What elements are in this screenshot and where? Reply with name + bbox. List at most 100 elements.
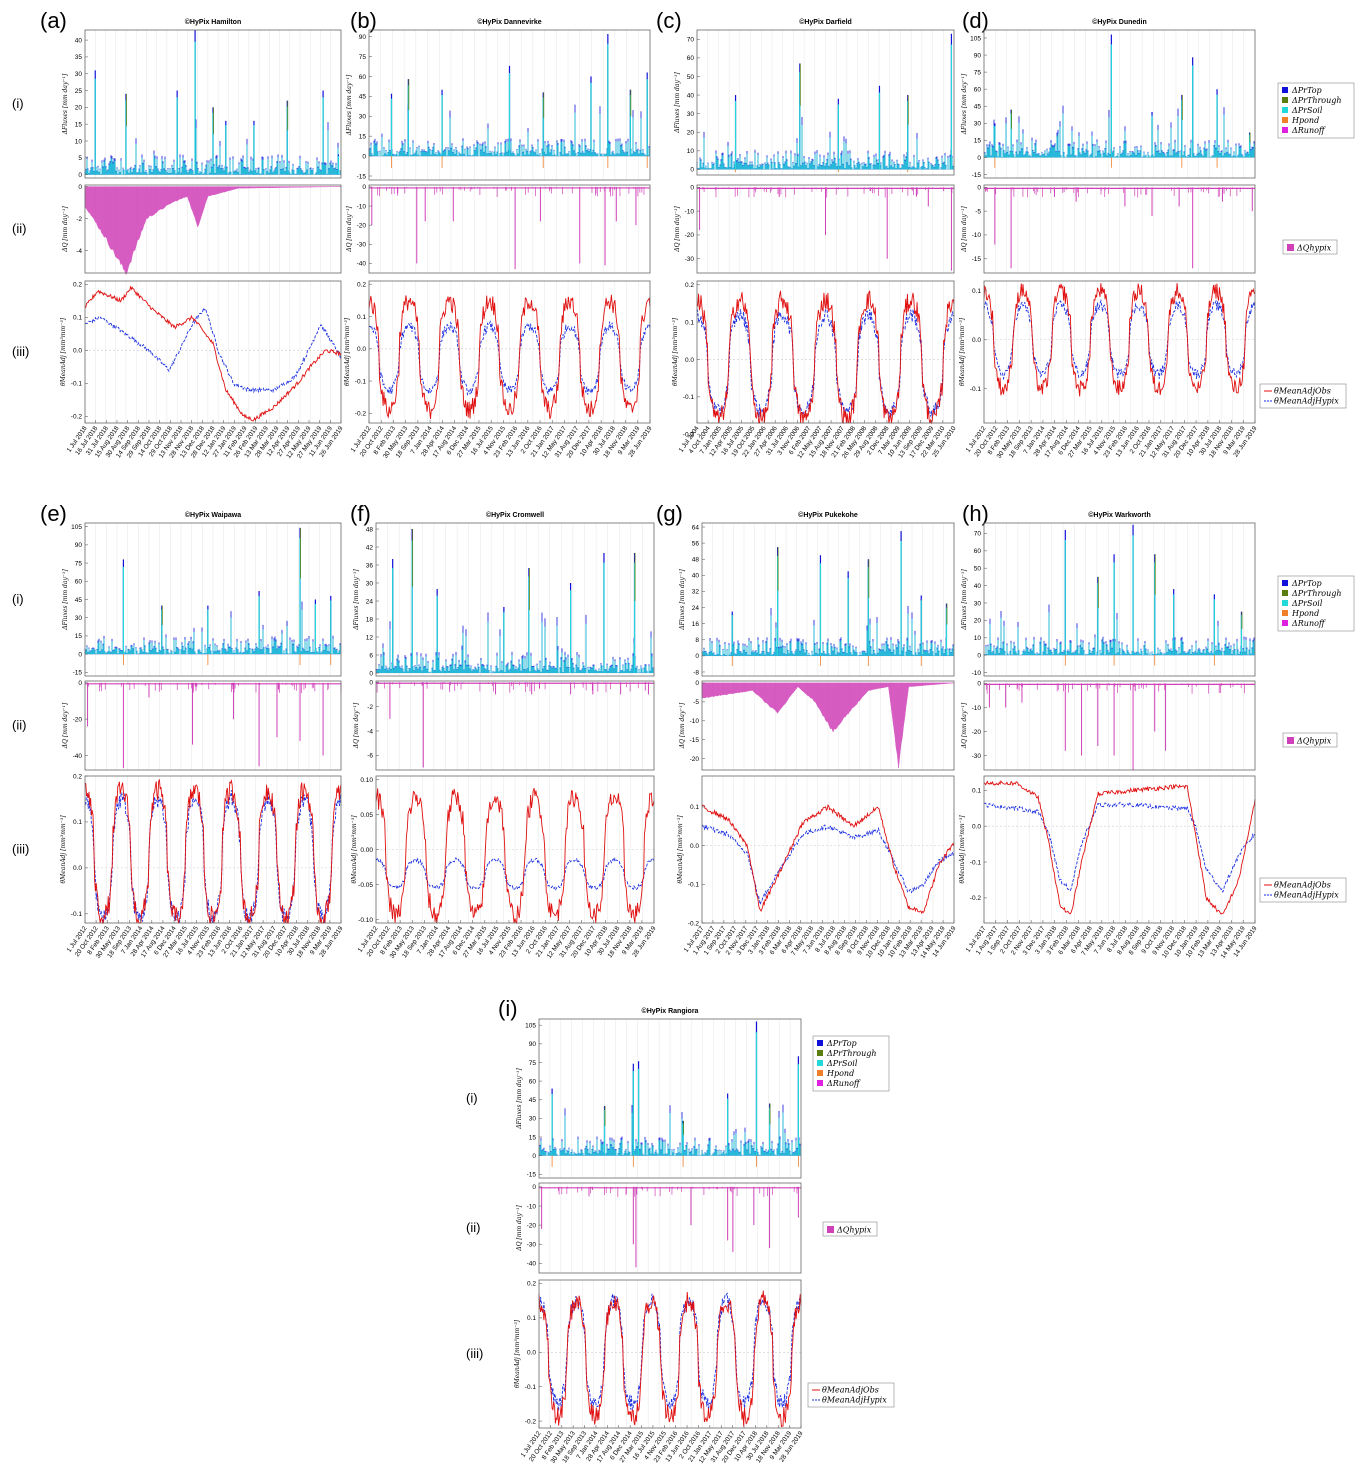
- y-tick-label: 35: [75, 54, 83, 61]
- y-tick-label: 0.1: [972, 288, 981, 295]
- y-tick-label: 0.2: [73, 773, 82, 780]
- y-tick-label: 15: [75, 121, 83, 128]
- y-tick-label: 0: [78, 651, 82, 658]
- y-tick-label: 0.0: [73, 348, 82, 355]
- y-tick-label: 0: [690, 185, 694, 192]
- y-tick-label: -0.1: [355, 378, 367, 385]
- theta-obs-line: [368, 294, 651, 420]
- y-tick-label: 45: [75, 597, 83, 604]
- y-tick-label: 15: [974, 138, 982, 145]
- theta-axis-label: θMeanAdj [mm³mm⁻³]: [60, 815, 67, 884]
- y-tick-label: 0.0: [685, 357, 694, 364]
- y-tick-label: -4: [76, 248, 82, 255]
- row-label: (iii): [12, 344, 29, 359]
- y-tick-label: 30: [75, 615, 83, 622]
- y-tick-label: 15: [359, 133, 367, 140]
- y-tick-label: 45: [359, 94, 367, 101]
- y-tick-label: 40: [687, 92, 695, 99]
- y-tick-label: 10: [687, 148, 695, 155]
- q-axes-frame: [84, 680, 342, 771]
- y-tick-label: 30: [687, 111, 695, 118]
- y-tick-label: 90: [75, 542, 83, 549]
- y-tick-label: 60: [974, 87, 982, 94]
- y-tick-label: -0.2: [71, 414, 83, 421]
- y-tick-label: 90: [359, 34, 367, 41]
- y-tick-label: -0.2: [683, 432, 695, 439]
- y-tick-label: 0: [78, 172, 82, 179]
- flux-axes-frame: [84, 29, 342, 179]
- y-tick-label: 75: [75, 560, 83, 567]
- y-tick-label: -40: [357, 261, 367, 268]
- theta-axis-label: θMeanAdj [mm³mm⁻³]: [60, 317, 67, 386]
- chart-title: ©HyPix Cromwell: [486, 511, 544, 519]
- panel-letter: (f): [350, 501, 371, 526]
- y-tick-label: 0.1: [685, 319, 694, 326]
- theta-obs-line: [696, 290, 955, 425]
- chart-panel-d: (d) ©HyPix Dunedin -15 0 15 30 45 60 75 90 105 ΔFlu…: [959, 8, 1259, 460]
- y-tick-label: -20: [73, 716, 83, 723]
- panel-letter: (c): [656, 8, 682, 33]
- y-tick-label: 0.0: [972, 337, 981, 344]
- y-tick-label: 60: [687, 55, 695, 62]
- chart-title: ©HyPix Dannevirke: [477, 18, 541, 26]
- y-tick-label: -0.1: [970, 386, 982, 393]
- y-tick-label: 0.1: [357, 314, 366, 321]
- y-tick-label: 0.1: [73, 819, 82, 826]
- y-tick-label: 0: [977, 155, 981, 162]
- y-tick-label: -0.2: [355, 411, 367, 418]
- y-tick-label: 0.0: [73, 865, 82, 872]
- theta-axis-label: θMeanAdj [mm³mm⁻³]: [672, 317, 679, 386]
- y-tick-label: 60: [359, 74, 367, 81]
- y-tick-label: 0.2: [73, 282, 82, 289]
- row-label: (i): [12, 592, 24, 607]
- y-tick-label: -15: [73, 670, 83, 677]
- q-axis-label: ΔQ [mm day⁻¹]: [961, 206, 968, 253]
- y-tick-label: -15: [972, 256, 982, 263]
- flux-axis-label: ΔFluxes [mm day⁻¹]: [62, 569, 69, 631]
- y-tick-label: 5: [78, 155, 82, 162]
- theta-obs-line: [84, 286, 342, 422]
- y-tick-label: -10: [972, 232, 982, 239]
- theta-axes-frame: [983, 280, 1256, 424]
- chart-panel-c: (c) ©HyPix Darfield 0 10 20 30 40 50 60 70 ΔFluxes…: [656, 8, 958, 460]
- y-tick-label: 0: [977, 185, 981, 192]
- y-tick-label: 6: [369, 652, 373, 659]
- theta-axes-frame: [84, 775, 342, 924]
- y-tick-label: 75: [359, 54, 367, 61]
- y-tick-label: 105: [970, 35, 981, 42]
- y-tick-label: -0.05: [358, 882, 373, 889]
- y-tick-label: -2: [76, 216, 82, 223]
- y-tick-label: 15: [75, 633, 83, 640]
- y-tick-label: 70: [687, 37, 695, 44]
- theta-hypix-line: [696, 308, 955, 419]
- theta-axes-frame: [696, 280, 955, 424]
- y-tick-label: -6: [367, 753, 373, 760]
- y-tick-label: 40: [75, 37, 83, 44]
- y-tick-label: 20: [687, 130, 695, 137]
- y-tick-label: -2: [367, 704, 373, 711]
- flux-axis-label: ΔFluxes [mm day⁻¹]: [346, 74, 353, 136]
- chart-panel-e: (e) ©HyPix Waipawa -15 0 15 30 45 60 75 90 105 ΔFlu…: [40, 501, 345, 960]
- theta-axis-label: θMeanAdj [mm³mm⁻³]: [344, 317, 351, 386]
- y-tick-label: -0.1: [71, 911, 83, 918]
- y-tick-label: 30: [366, 580, 374, 587]
- panel-letter: (e): [40, 501, 67, 526]
- flux-axis-label: ΔFluxes [mm day⁻¹]: [674, 72, 681, 134]
- y-tick-label: 30: [75, 71, 83, 78]
- flux-axis-label: ΔFluxes [mm day⁻¹]: [961, 73, 968, 135]
- y-tick-label: 12: [366, 634, 374, 641]
- theta-hypix-line: [375, 856, 655, 891]
- flux-axes-frame: [368, 29, 651, 181]
- q-axes-frame: [696, 184, 955, 274]
- row-label: (i): [12, 96, 24, 111]
- theta-axis-label: θMeanAdj [mm³mm⁻³]: [351, 815, 358, 884]
- y-tick-label: 0.10: [360, 777, 373, 784]
- y-tick-label: 0.2: [357, 282, 366, 289]
- chart-title: ©HyPix Dunedin: [1092, 18, 1147, 26]
- y-tick-label: -0.1: [683, 394, 695, 401]
- y-tick-label: -0.10: [358, 917, 373, 924]
- panel-letter: (b): [350, 8, 377, 33]
- y-tick-label: 50: [687, 74, 695, 81]
- y-tick-label: 48: [366, 526, 374, 533]
